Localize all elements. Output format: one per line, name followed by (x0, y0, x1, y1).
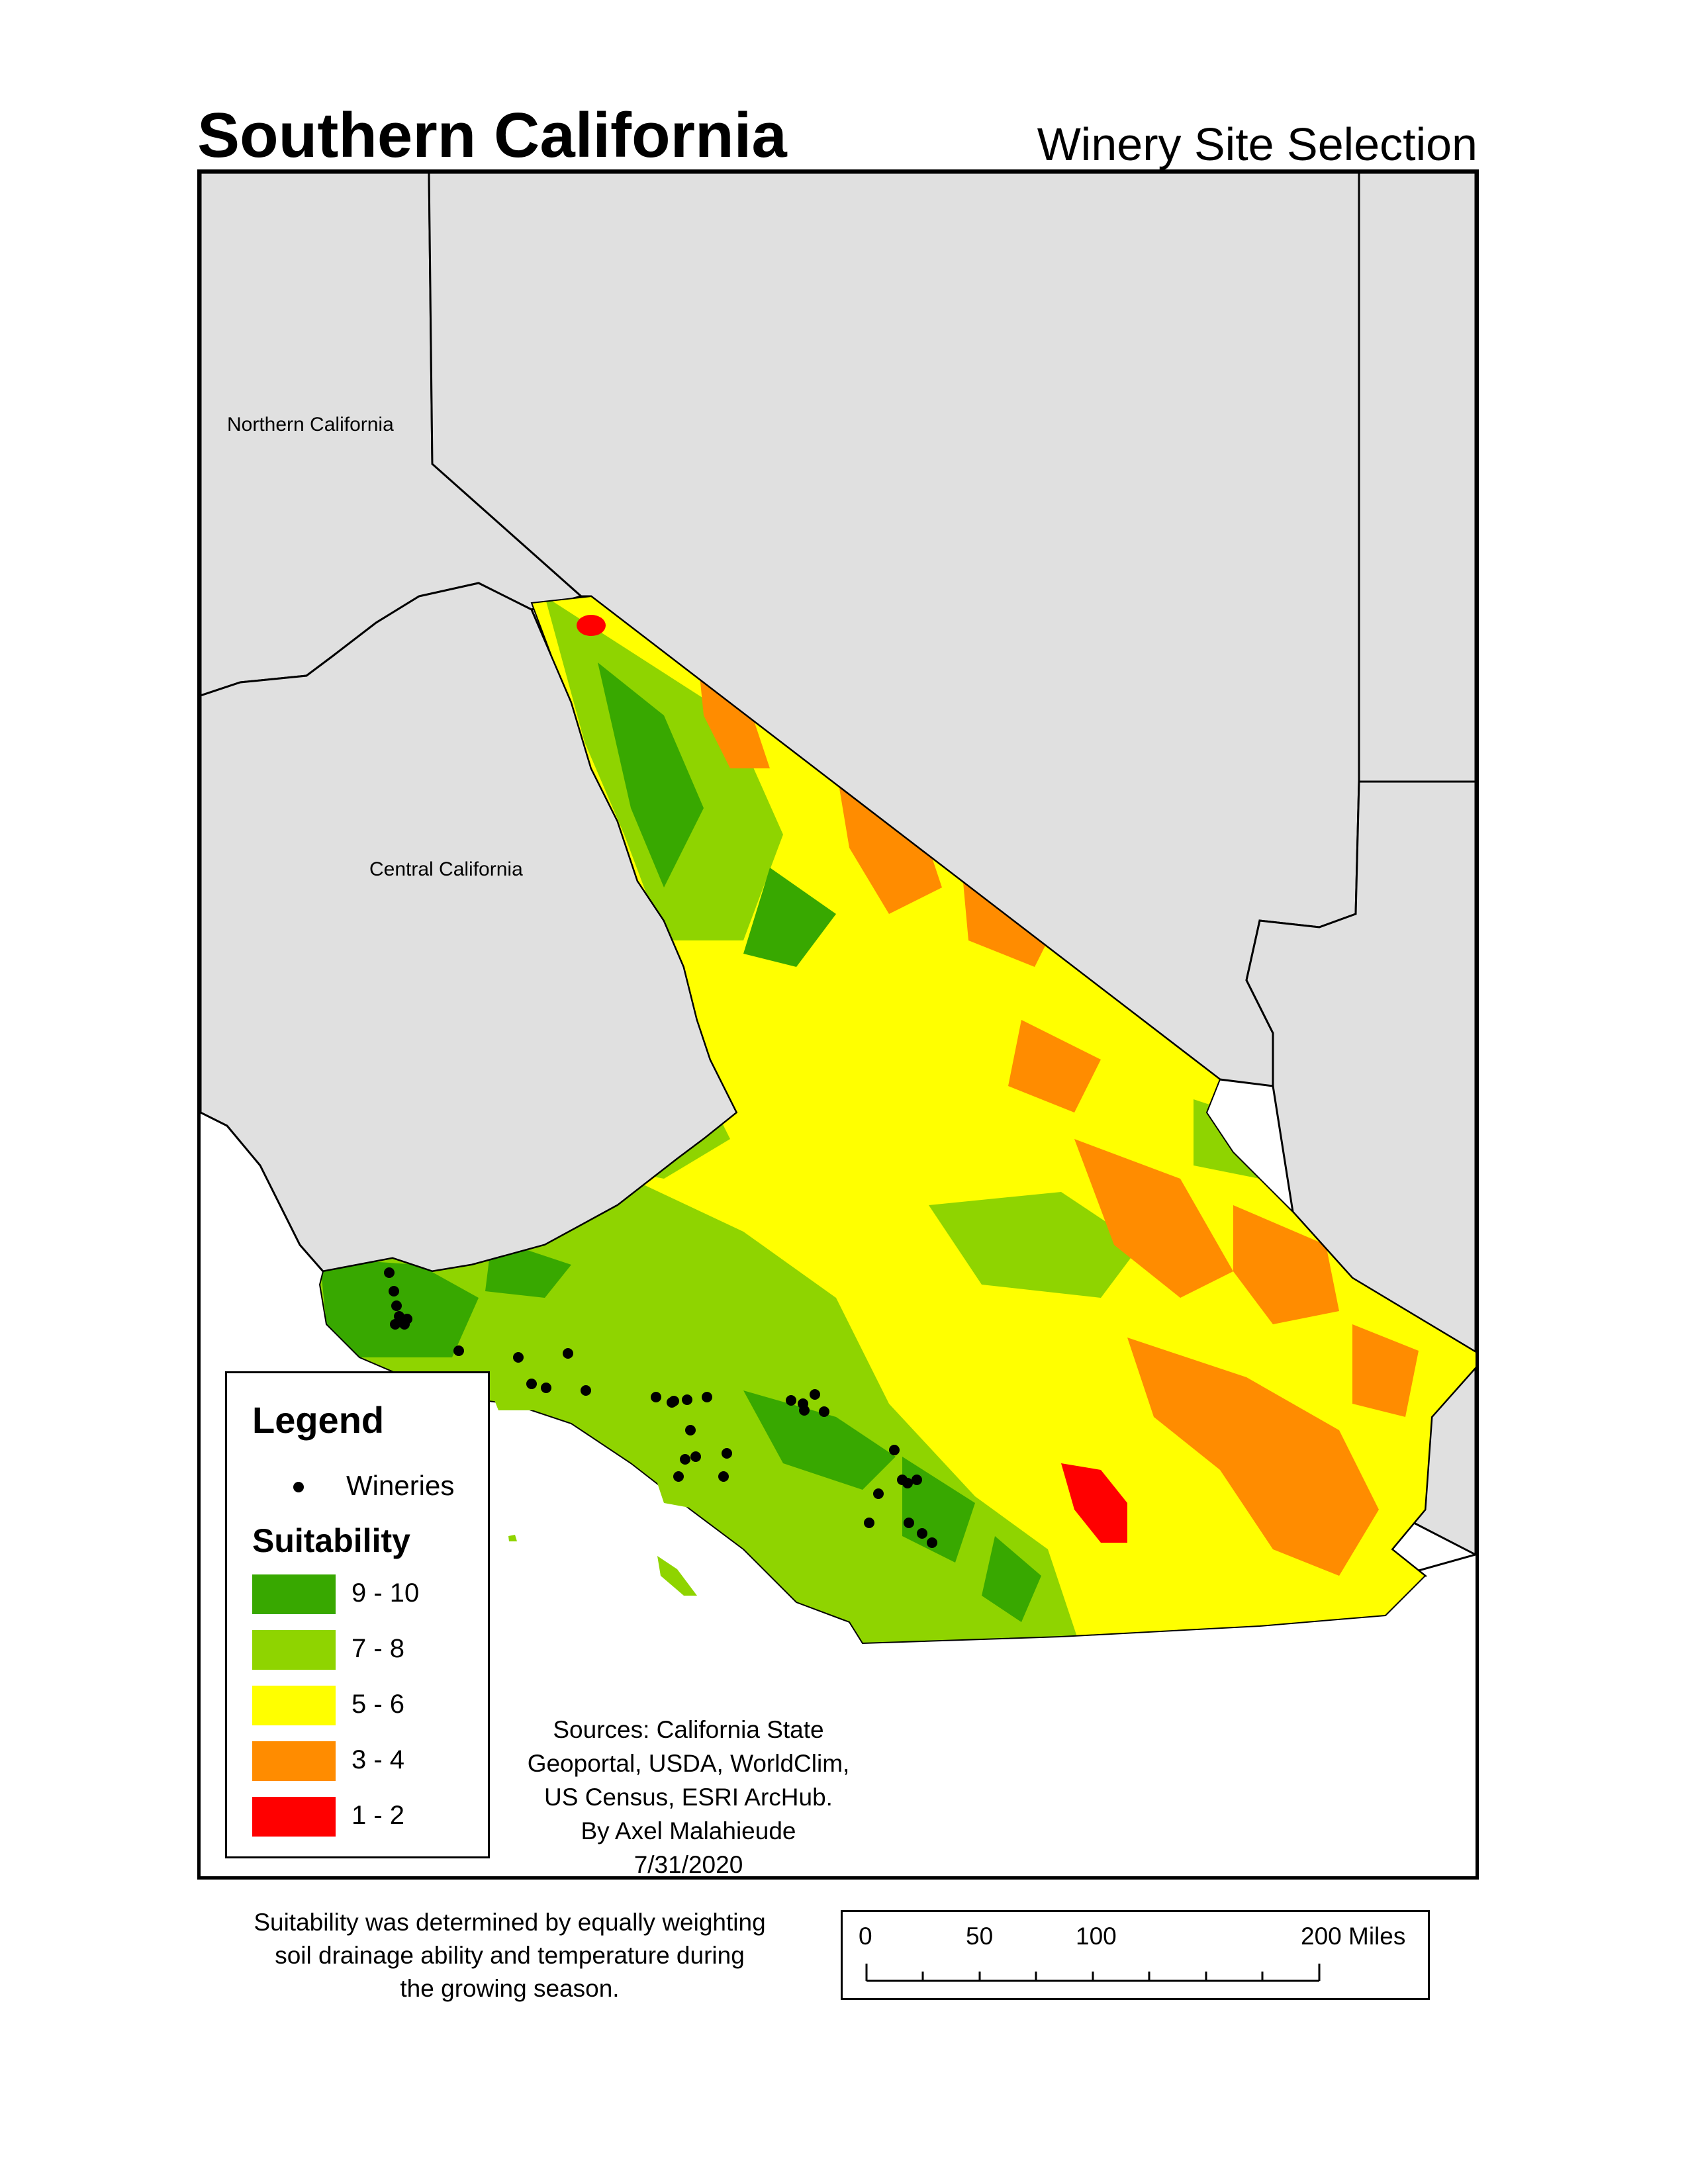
legend-label-5-6: 5 - 6 (352, 1690, 405, 1719)
map-subtitle: Winery Site Selection (1037, 118, 1477, 170)
winery-symbol-icon (293, 1482, 304, 1492)
legend-swatch-3-4 (252, 1741, 336, 1781)
legend-label-3-4: 3 - 4 (352, 1745, 405, 1774)
note-line: the growing season. (400, 1975, 620, 2002)
winery-point (690, 1451, 701, 1462)
legend-swatch-1-2 (252, 1797, 336, 1837)
winery-point (389, 1286, 399, 1297)
winery-point (685, 1425, 696, 1435)
winery-point (722, 1448, 732, 1459)
legend-swatch-7-8 (252, 1630, 336, 1670)
scale-label-50: 50 (966, 1923, 994, 1950)
legend-swatch-5-6 (252, 1686, 336, 1725)
winery-point (651, 1392, 661, 1402)
scale-label-0: 0 (859, 1923, 872, 1950)
winery-point (513, 1352, 524, 1363)
legend-suitability-title: Suitability (252, 1522, 410, 1559)
winery-point (819, 1406, 829, 1417)
label-central-california: Central California (369, 858, 523, 880)
wineries-layer (384, 1267, 937, 1548)
winery-point (682, 1394, 692, 1405)
legend-label-9-10: 9 - 10 (352, 1578, 420, 1608)
map-title: Southern California (197, 100, 787, 171)
suitability-class-1-2-area (1061, 1463, 1127, 1543)
winery-point (384, 1267, 395, 1278)
scale-ruler (865, 1964, 1321, 1982)
winery-point (402, 1314, 412, 1324)
scale-label-100: 100 (1076, 1923, 1117, 1950)
winery-point (799, 1405, 810, 1416)
winery-point (541, 1383, 551, 1393)
winery-point (889, 1445, 900, 1455)
legend-label-7-8: 7 - 8 (352, 1634, 405, 1663)
note-line: Suitability was determined by equally we… (254, 1909, 766, 1936)
winery-point (902, 1478, 913, 1488)
legend-title: Legend (252, 1399, 385, 1441)
note-line: soil drainage ability and temperature du… (275, 1942, 745, 1969)
winery-point (680, 1454, 690, 1465)
legend-panel: Legend Wineries Suitability 9 - 10 7 - 8… (225, 1371, 490, 1858)
island-santa-cruz (492, 1390, 545, 1410)
map-frame: Northern California Central California (197, 169, 1479, 1880)
suitability-class-7-8-area (320, 1179, 1081, 1643)
map-canvas: Northern California Central California (201, 173, 1476, 1644)
winery-point (873, 1488, 884, 1499)
winery-point (927, 1537, 937, 1548)
winery-point (526, 1379, 537, 1389)
winery-point (390, 1319, 400, 1330)
legend-label-1-2: 1 - 2 (352, 1801, 405, 1830)
scale-bar: 0 50 100 200 Miles (841, 1910, 1430, 2000)
scale-label-200-miles: 200 Miles (1301, 1923, 1406, 1950)
winery-point (810, 1389, 820, 1400)
winery-point (912, 1475, 922, 1485)
winery-point (453, 1345, 464, 1356)
island-santa-barbara (508, 1535, 517, 1541)
island-santa-catalina (657, 1483, 700, 1510)
winery-point (581, 1385, 591, 1396)
sources-line: Sources: California State (553, 1716, 824, 1743)
label-northern-california: Northern California (227, 414, 394, 435)
winery-point (786, 1395, 796, 1406)
winery-point (702, 1392, 712, 1402)
winery-point (667, 1397, 677, 1408)
sources-line: US Census, ESRI ArcHub. (544, 1784, 833, 1811)
legend-swatch-9-10 (252, 1574, 336, 1614)
author-line: By Axel Malahieude (581, 1817, 796, 1844)
winery-point (904, 1518, 914, 1528)
sources-line: Geoportal, USDA, WorldClim, (527, 1750, 850, 1777)
winery-point (917, 1528, 927, 1539)
region-nevada (1358, 173, 1476, 783)
winery-point (563, 1348, 573, 1359)
island-san-clemente (657, 1556, 697, 1596)
methodology-note: Suitability was determined by equally we… (212, 1906, 808, 2005)
sources-text: Sources: California State Geoportal, USD… (503, 1713, 874, 1882)
date-line: 7/31/2020 (633, 1851, 743, 1878)
winery-point (718, 1471, 729, 1482)
winery-point (391, 1300, 402, 1311)
winery-point (673, 1471, 684, 1482)
legend-wineries-label: Wineries (346, 1470, 455, 1501)
winery-point (864, 1518, 874, 1528)
